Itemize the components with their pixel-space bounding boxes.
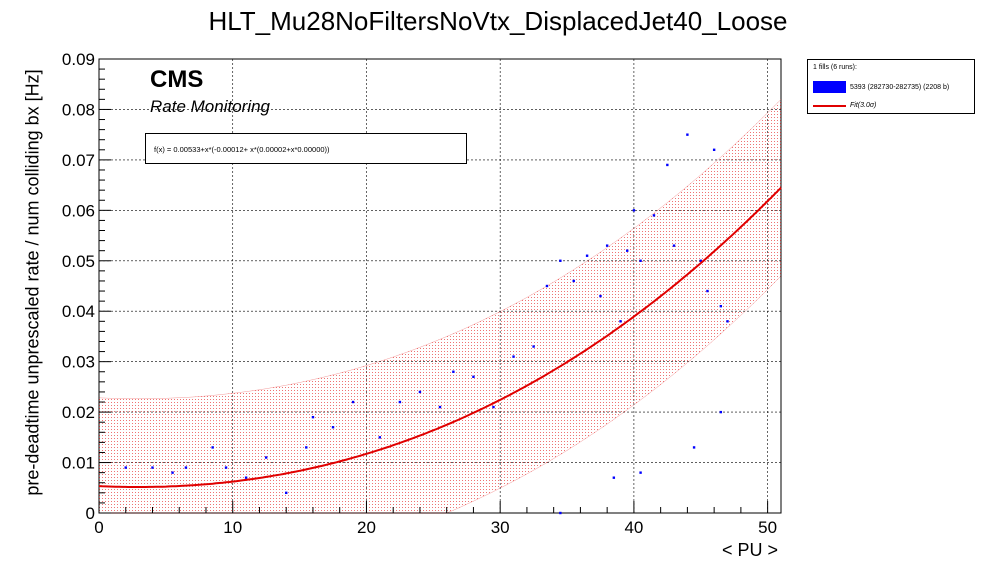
data-point — [666, 163, 669, 167]
data-point — [639, 259, 642, 262]
data-point — [545, 284, 549, 288]
fit-uncertainty-band — [98, 99, 782, 514]
data-point — [285, 491, 288, 495]
x-tick-label: 40 — [624, 518, 643, 537]
data-point — [559, 511, 562, 515]
data-point — [438, 405, 442, 409]
legend-swatch-fill — [813, 81, 846, 93]
x-tick-label: 50 — [758, 518, 777, 537]
data-point — [712, 148, 716, 151]
data-point — [559, 259, 562, 262]
y-axis-label: pre-deadtime unprescaled rate / num coll… — [22, 69, 43, 496]
y-tick-label: 0.08 — [62, 100, 95, 119]
data-point — [619, 320, 622, 323]
data-point — [532, 345, 535, 348]
data-point — [351, 400, 355, 404]
x-tick-label: 10 — [223, 518, 242, 537]
data-point — [686, 133, 689, 136]
fit-formula-text: f(x) = 0.00533+x*(-0.00012+ x*(0.00002+x… — [154, 145, 330, 154]
y-tick-label: 0.07 — [62, 151, 95, 170]
x-tick-label: 20 — [357, 518, 376, 537]
fit-band-upper — [98, 99, 782, 399]
data-point — [311, 415, 315, 419]
fit-formula-box: f(x) = 0.00533+x*(-0.00012+ x*(0.00002+x… — [145, 133, 467, 164]
data-point — [585, 254, 589, 257]
legend-header: 1 fills (6 runs): — [813, 64, 857, 71]
data-point — [639, 471, 642, 474]
data-point — [264, 456, 268, 459]
fit-line — [98, 187, 782, 488]
data-point — [672, 244, 676, 247]
data-point — [599, 294, 602, 298]
y-tick-label: 0.04 — [62, 302, 95, 321]
data-point — [244, 476, 248, 479]
fit-band-lower — [99, 275, 782, 514]
y-tick-label: 0 — [86, 504, 95, 523]
data-point — [452, 370, 455, 373]
data-points — [124, 133, 729, 515]
y-tick-label: 0.05 — [62, 252, 95, 271]
data-point — [124, 466, 127, 469]
data-point — [626, 249, 629, 252]
data-point — [632, 209, 636, 212]
data-point — [224, 466, 228, 469]
y-tick-label: 0.02 — [62, 403, 95, 422]
x-tick-label: 30 — [491, 518, 510, 537]
data-point — [692, 446, 696, 449]
y-tick-label: 0.06 — [62, 201, 95, 220]
y-tick-label: 0.03 — [62, 353, 95, 372]
data-point — [171, 471, 174, 474]
data-point — [418, 390, 422, 394]
data-point — [378, 436, 382, 439]
data-point — [612, 476, 616, 479]
legend-swatch-fit — [813, 105, 846, 107]
rate-monitoring-label: Rate Monitoring — [150, 97, 271, 116]
data-point — [472, 375, 475, 378]
fit-curve — [98, 187, 782, 488]
data-point — [652, 214, 656, 217]
chart-title: HLT_Mu28NoFiltersNoVtx_DisplacedJet40_Lo… — [208, 6, 788, 36]
data-point — [719, 410, 723, 414]
axes: 0 10 20 30 40 50 0 0.01 0.02 0.03 0.04 0.05 0.06 0.07… — [62, 50, 777, 537]
data-point — [512, 355, 515, 358]
data-point — [572, 279, 575, 283]
legend-entry-data: 5393 (282730-282735) (2208 b) — [850, 84, 950, 91]
data-point — [706, 289, 709, 293]
x-axis-label: < PU > — [721, 540, 779, 560]
data-point — [492, 405, 495, 409]
data-point — [331, 426, 335, 429]
data-point — [305, 446, 308, 449]
legend-entry-fit: Fit(3.0σ) — [850, 102, 877, 109]
fit-band-area — [99, 99, 781, 514]
data-point — [398, 400, 402, 404]
data-point — [184, 466, 188, 469]
y-tick-label: 0.09 — [62, 50, 95, 69]
x-tick-label: 0 — [94, 518, 103, 537]
data-point — [699, 259, 702, 262]
data-point — [726, 320, 729, 323]
legend: 1 fills (6 runs): 5393 (282730-282735) (… — [807, 59, 975, 114]
y-tick-label: 0.01 — [62, 454, 95, 473]
data-point — [605, 244, 609, 247]
cms-label: CMS — [150, 66, 204, 93]
data-point — [719, 304, 723, 308]
data-point — [211, 446, 214, 449]
data-point — [151, 466, 154, 469]
